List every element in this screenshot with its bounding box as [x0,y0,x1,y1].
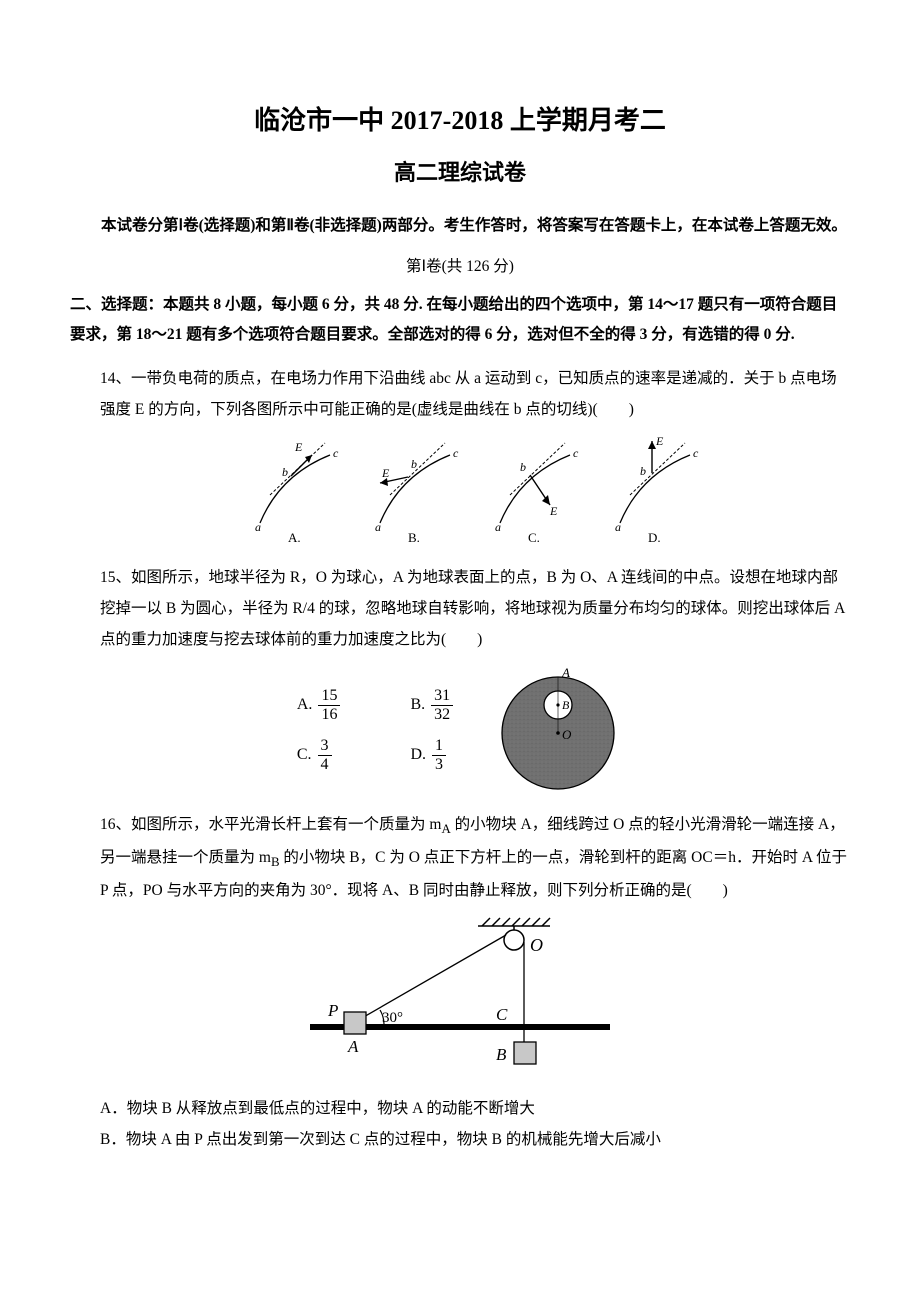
q16-sub-a: A [441,821,450,836]
svg-text:E: E [549,504,558,518]
section-label: 第Ⅰ卷(共 126 分) [70,254,850,276]
question-15-text: 15、如图所示，地球半径为 R，O 为球心，A 为地球表面上的点，B 为 O、A… [100,562,850,655]
exam-instructions: 本试卷分第Ⅰ卷(选择题)和第Ⅱ卷(非选择题)两部分。考生作答时，将答案写在答题卡… [70,211,850,240]
svg-text:c: c [693,446,699,460]
svg-text:a: a [375,520,381,534]
svg-text:a: a [615,520,621,534]
q15-option-c: C. 34 [297,737,341,773]
q16-sub-b: B [271,854,280,869]
svg-text:E: E [655,435,664,448]
question-16-figure: O P A 30° C B [70,916,850,1081]
question-15-options: A. 1516 B. 3132 C. 34 D. 13 [70,665,850,795]
exam-page: 临沧市一中 2017-2018 上学期月考二 高二理综试卷 本试卷分第Ⅰ卷(选择… [0,0,920,1215]
q15-figure-earth: A B O [493,665,623,795]
svg-text:c: c [453,446,459,460]
svg-text:b: b [640,464,646,478]
svg-text:a: a [495,520,501,534]
svg-text:B.: B. [408,530,420,545]
q16-option-b: B．物块 A 由 P 点出发到第一次到达 C 点的过程中，物块 B 的机械能先增… [100,1124,850,1155]
svg-text:C: C [496,1005,508,1024]
svg-text:b: b [411,457,417,471]
svg-text:E: E [381,466,390,480]
svg-text:b: b [282,465,288,479]
q16-option-a: A．物块 B 从释放点到最低点的过程中，物块 A 的动能不断增大 [100,1093,850,1124]
svg-text:A: A [347,1037,359,1056]
svg-text:c: c [573,446,579,460]
svg-text:P: P [327,1001,338,1020]
question-14-text: 14、一带负电荷的质点，在电场力作用下沿曲线 abc 从 a 运动到 c，已知质… [100,363,850,425]
svg-text:C.: C. [528,530,540,545]
svg-text:A.: A. [288,530,301,545]
mc-instructions: 二、选择题：本题共 8 小题，每小题 6 分，共 48 分. 在每小题给出的四个… [70,290,850,349]
page-title: 临沧市一中 2017-2018 上学期月考二 [70,100,850,137]
svg-text:O: O [562,727,572,742]
q15-option-b: B. 3132 [410,687,453,723]
svg-text:a: a [255,520,261,534]
svg-text:c: c [333,446,339,460]
q15-option-a: A. 1516 [297,687,341,723]
page-subtitle: 高二理综试卷 [70,155,850,187]
q16-text-1: 16、如图所示，水平光滑长杆上套有一个质量为 m [100,816,441,833]
q15-option-d: D. 13 [410,737,453,773]
svg-text:A: A [561,665,570,680]
svg-text:b: b [520,460,526,474]
svg-text:O: O [530,935,543,955]
svg-text:B: B [562,698,570,712]
svg-text:D.: D. [648,530,661,545]
svg-text:E: E [294,440,303,454]
question-14-figure: a b c E A. a b c E B. [70,435,850,550]
svg-text:B: B [496,1045,507,1064]
question-16-text: 16、如图所示，水平光滑长杆上套有一个质量为 mA 的小物块 A，细线跨过 O … [100,809,850,906]
svg-text:30°: 30° [382,1010,403,1026]
